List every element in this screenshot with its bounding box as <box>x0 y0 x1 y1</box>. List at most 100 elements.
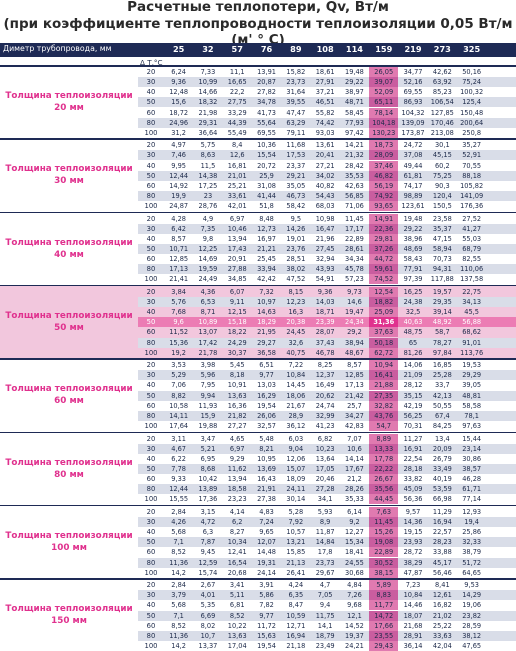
table-cell: 16,54 <box>227 558 247 567</box>
table-cell: 5,21 <box>200 444 216 453</box>
table-cell: 10,46 <box>227 224 247 233</box>
table-cell: 3,91 <box>259 581 274 590</box>
table-cell: 25,86 <box>462 528 482 537</box>
table-cell: 11,72 <box>257 621 276 630</box>
table-cell: 7,07 <box>347 434 362 443</box>
insulation-thickness-label: Толщина теплоизоляции 40 мм <box>0 238 138 260</box>
table-cell: 75,24 <box>462 78 482 87</box>
table-cell: 6,3 <box>202 528 214 537</box>
table-cell: 4,84 <box>347 581 362 590</box>
insulation-group: Толщина теплоизоляции 20 мм 20 6,24 7,33 11,1… <box>0 65 516 138</box>
table-cell: 19,57 <box>432 287 452 296</box>
table-cell: 8,89 <box>369 433 399 444</box>
table-cell: 10,59 <box>286 611 306 620</box>
insulation-thickness-value: 20 мм <box>54 103 84 113</box>
table-cell: 12,06 <box>286 454 306 463</box>
table-cell: 14,11 <box>169 411 189 420</box>
table-cell: 2,84 <box>171 581 186 590</box>
table-cell: 22,75 <box>462 287 482 296</box>
diameter-header-159: 159 <box>375 44 393 54</box>
table-cell: 36,58 <box>257 348 276 357</box>
table-cell: 170,46 <box>430 118 454 127</box>
table-cell: 17,05 <box>315 464 335 473</box>
table-cell: 31,2 <box>171 128 186 137</box>
table-cell: 10,71 <box>169 245 189 254</box>
table-cell: 13,91 <box>257 68 276 76</box>
table-cell: 4,14 <box>229 507 245 516</box>
table-cell: 16,43 <box>257 475 276 484</box>
table-cell: 105,82 <box>460 181 484 190</box>
table-cell: 6,51 <box>259 361 274 370</box>
table-row: 50 7,1 6,69 8,52 9,77 10,59 11,75 12,1 14,72 18,0… <box>138 610 516 621</box>
table-cell: 12,41 <box>227 548 247 557</box>
table-cell: 17,13 <box>169 265 189 274</box>
table-cell: 20,68 <box>227 568 247 577</box>
table-row: 40 9,95 11,5 16,81 20,72 23,37 27,21 28,42 37,46… <box>138 160 516 171</box>
table-cell: 130,23 <box>369 127 399 138</box>
table-cell: 5,75 <box>200 141 216 150</box>
insulation-thickness-value: 50 мм <box>54 322 84 333</box>
table-cell: 25,21 <box>227 181 247 190</box>
table-cell: 42,13 <box>432 391 452 400</box>
table-row: 40 5,68 5,35 6,81 7,82 8,47 9,4 9,68 11,77 14,46 1… <box>138 600 516 611</box>
table-cell: 21,42 <box>345 391 364 400</box>
table-cell: 69,55 <box>257 128 276 137</box>
table-row: 20 3,11 3,47 4,65 5,48 6,03 6,82 7,07 8,89 11,27 1… <box>138 433 516 444</box>
table-cell: 21,41 <box>169 275 189 284</box>
table-cell: 54,43 <box>315 192 335 201</box>
diameter-header-108: 108 <box>316 44 334 54</box>
table-cell: 12,6 <box>229 151 245 160</box>
group-divider <box>0 138 516 140</box>
table-cell: 16,85 <box>432 361 452 370</box>
table-cell: 19,53 <box>462 361 482 370</box>
table-cell: 6,97 <box>229 214 245 223</box>
insulation-thickness-label: Толщина теплоизоляции 60 мм <box>0 384 138 406</box>
table-row: 20 4,28 4,9 6,97 8,48 9,5 10,98 11,45 14,91 19,48… <box>138 213 516 224</box>
table-row: 60 10,58 11,93 16,36 19,54 21,67 24,74 25,7 32,8… <box>138 400 516 411</box>
table-cell: 38,12 <box>462 631 482 640</box>
table-cell: 4,97 <box>171 141 186 150</box>
table-cell: 5,76 <box>171 298 186 307</box>
table-cell: 34,27 <box>345 411 364 420</box>
table-cell: 24,11 <box>286 485 306 494</box>
table-cell: 12,93 <box>462 507 482 516</box>
table-cell: 29,43 <box>369 640 399 651</box>
table-cell: 35,15 <box>403 391 423 400</box>
table-cell: 45,09 <box>403 485 423 494</box>
table-row: 100 15,55 17,36 23,23 27,38 30,14 34,1 35,33 44,… <box>138 494 516 505</box>
table-cell: 200,64 <box>460 118 484 127</box>
table-cell: 23,58 <box>432 214 452 223</box>
table-row: 60 8,52 8,02 10,22 11,72 12,71 14,1 14,52 17,66 2… <box>138 620 516 631</box>
table-cell: 173,87 <box>401 128 425 137</box>
table-cell: 21,88 <box>369 380 399 391</box>
table-cell: 21,82 <box>227 411 247 420</box>
table-cell: 15,26 <box>369 527 399 538</box>
table-cell: 13,03 <box>257 381 276 390</box>
table-cell: 19,9 <box>171 192 186 201</box>
table-row: 30 5,76 6,53 9,11 10,97 12,23 14,03 14,6 18,82 24… <box>138 297 516 308</box>
table-cell: 52,16 <box>403 78 423 87</box>
table-cell: 82,55 <box>462 255 482 264</box>
table-cell: 10,98 <box>315 214 335 223</box>
table-cell: 14,66 <box>198 88 218 97</box>
table-cell: 12,73 <box>257 224 276 233</box>
table-cell: 9,77 <box>259 611 274 620</box>
table-cell: 16,97 <box>257 234 276 243</box>
table-row: 80 17,13 19,59 27,88 33,94 38,02 43,93 45,78 59,… <box>138 264 516 275</box>
table-cell: 6,81 <box>229 601 245 610</box>
table-cell: 23,23 <box>227 495 247 504</box>
table-cell: 51,8 <box>259 202 274 211</box>
table-cell: 14,48 <box>257 548 276 557</box>
table-cell: 68,62 <box>462 328 482 337</box>
table-cell: 12,23 <box>286 298 306 307</box>
table-cell: 4,72 <box>200 517 216 526</box>
table-cell: 17,42 <box>198 338 218 347</box>
table-row: 40 7,68 8,71 12,15 14,63 16,3 18,71 19,47 25,09 3… <box>138 307 516 318</box>
table-cell: 150,5 <box>432 202 452 211</box>
table-cell: 6,2 <box>231 517 243 526</box>
delta-t-value: 30 <box>146 224 156 233</box>
table-cell: 20,41 <box>315 151 335 160</box>
table-cell: 6,35 <box>288 591 304 600</box>
table-cell: 14,2 <box>171 641 186 650</box>
table-cell: 7,05 <box>317 591 333 600</box>
